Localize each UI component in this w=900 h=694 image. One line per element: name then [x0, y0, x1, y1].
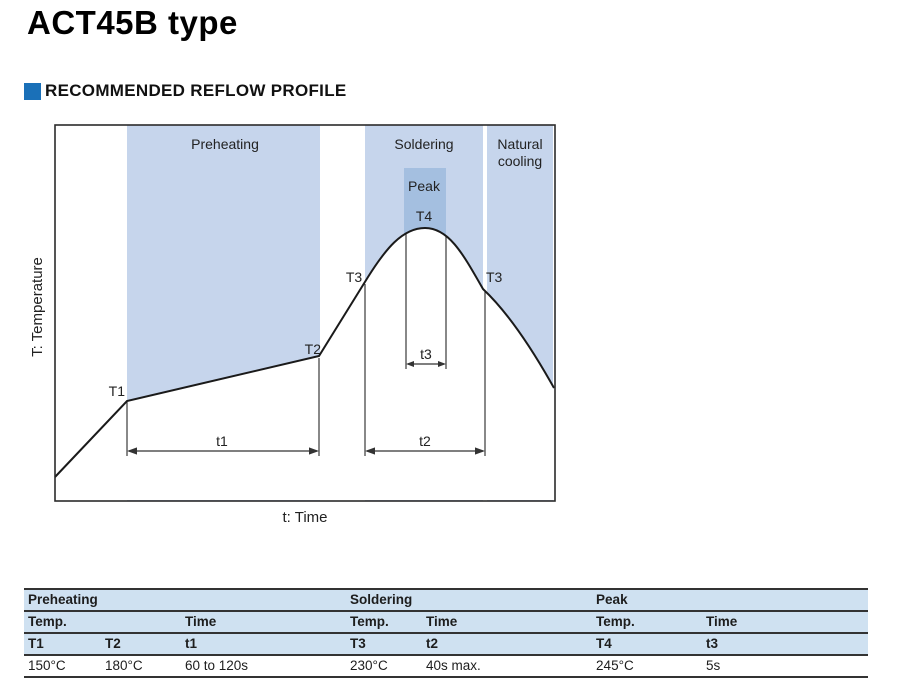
- t2-arrowhead-right: [475, 447, 485, 455]
- value-T2: 180°C: [101, 655, 181, 678]
- dimension-extension-lines: [126, 233, 486, 456]
- reflow-spec-table: Preheating Soldering Peak Temp. Time Tem…: [24, 588, 869, 678]
- section-title: RECOMMENDED REFLOW PROFILE: [45, 81, 347, 100]
- value-T3: 230°C: [346, 655, 423, 678]
- t3-arrowhead-right: [438, 361, 446, 367]
- temperature-curve: [54, 226, 555, 478]
- t3-arrowhead-left: [406, 361, 414, 367]
- chart-frame: [54, 124, 556, 502]
- group-header-preheating: Preheating: [24, 589, 347, 612]
- subheader-temp-soldering: Temp.: [346, 611, 423, 634]
- section-header: RECOMMENDED REFLOW PROFILE: [24, 81, 347, 101]
- label-interval-t3: t3: [420, 346, 432, 362]
- symbol-t1: t1: [181, 633, 347, 656]
- label-point-t2: T2: [305, 341, 322, 357]
- symbol-T3: T3: [346, 633, 423, 656]
- label-point-t4: T4: [416, 208, 433, 224]
- symbol-T2: T2: [101, 633, 181, 656]
- group-header-soldering: Soldering: [346, 589, 593, 612]
- table-row-values: 150°C 180°C 60 to 120s 230°C 40s max. 24…: [24, 655, 869, 678]
- group-header-peak: Peak: [592, 589, 869, 612]
- subheader-temp-preheating: Temp.: [24, 611, 181, 634]
- subheader-time-soldering: Time: [422, 611, 593, 634]
- t1-arrowhead-right: [309, 447, 319, 455]
- label-soldering: Soldering: [394, 136, 453, 152]
- label-point-t3-right: T3: [486, 269, 503, 285]
- symbol-T1: T1: [24, 633, 101, 656]
- section-marker-icon: [24, 82, 41, 100]
- label-preheating: Preheating: [191, 136, 259, 152]
- label-point-t1: T1: [109, 383, 126, 399]
- symbol-t2: t2: [422, 633, 593, 656]
- value-t3: 5s: [702, 655, 869, 678]
- label-interval-t2: t2: [419, 433, 431, 449]
- value-t2: 40s max.: [422, 655, 593, 678]
- label-natural-line2: cooling: [498, 153, 542, 169]
- subheader-time-preheating: Time: [181, 611, 347, 634]
- reflow-profile-chart: Preheating Soldering Natural cooling Pea…: [29, 124, 556, 526]
- subheader-temp-peak: Temp.: [592, 611, 703, 634]
- label-natural-line1: Natural: [497, 136, 542, 152]
- y-axis-label: T: Temperature: [29, 257, 46, 357]
- t2-arrowhead-left: [365, 447, 375, 455]
- x-axis-label: t: Time: [282, 509, 327, 526]
- label-point-t3-left: T3: [346, 269, 363, 285]
- label-interval-t1: t1: [216, 433, 228, 449]
- subheader-time-peak: Time: [702, 611, 869, 634]
- table-row-symbols: T1 T2 t1 T3 t2 T4 t3: [24, 633, 869, 656]
- value-T1: 150°C: [24, 655, 101, 678]
- value-T4: 245°C: [592, 655, 703, 678]
- label-peak: Peak: [408, 178, 441, 194]
- table-row-groups: Preheating Soldering Peak: [24, 589, 869, 612]
- value-t1: 60 to 120s: [181, 655, 347, 678]
- t1-arrowhead-left: [127, 447, 137, 455]
- table-row-subheaders: Temp. Time Temp. Time Temp. Time: [24, 611, 869, 634]
- page-title: ACT45B type: [27, 4, 238, 41]
- symbol-t3: t3: [702, 633, 869, 656]
- symbol-T4: T4: [592, 633, 703, 656]
- area-below-curve: [55, 228, 555, 500]
